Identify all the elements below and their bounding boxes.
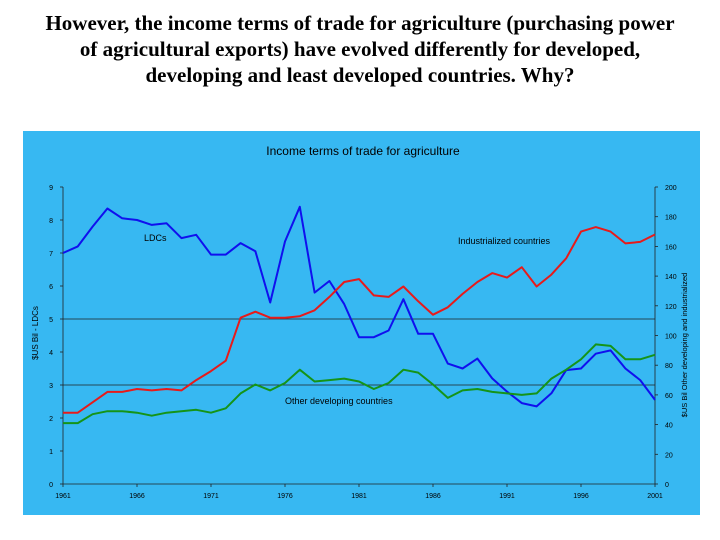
y-left-tick-label: 9 — [49, 185, 53, 192]
x-tick-label: 1971 — [203, 493, 219, 500]
y-left-tick-label: 5 — [49, 317, 53, 324]
x-tick-label: 1986 — [425, 493, 441, 500]
x-tick-label: 1966 — [129, 493, 145, 500]
y-right-tick-label: 160 — [665, 244, 677, 251]
y-right-tick-label: 80 — [665, 363, 673, 370]
y-left-tick-label: 8 — [49, 218, 53, 225]
y-right-tick-label: 140 — [665, 274, 677, 281]
y-left-tick-label: 0 — [49, 482, 53, 489]
chart-panel: Income terms of trade for agriculture $U… — [23, 131, 700, 515]
y-right-tick-label: 0 — [665, 482, 669, 489]
y-right-tick-label: 40 — [665, 423, 673, 430]
y-right-tick-label: 200 — [665, 185, 677, 192]
y-axis-label-right: $US Bil Other developing and industriali… — [680, 273, 689, 418]
y-right-tick-label: 60 — [665, 393, 673, 400]
y-left-tick-label: 7 — [49, 251, 53, 258]
x-tick-label: 1981 — [351, 493, 367, 500]
y-right-tick-label: 120 — [665, 304, 677, 311]
series-line-industrialized-countries — [63, 226, 656, 414]
x-tick-label: 1996 — [573, 493, 589, 500]
x-tick-label: 1961 — [55, 493, 71, 500]
y-axis-label-left: $US Bil - LDCs — [31, 306, 40, 360]
series-line-other-developing-countries — [63, 343, 656, 425]
y-right-tick-label: 100 — [665, 334, 677, 341]
y-right-tick-label: 180 — [665, 215, 677, 222]
y-left-tick-label: 1 — [49, 449, 53, 456]
series-label-1: Industrialized countries — [458, 236, 551, 246]
x-tick-label: 1991 — [499, 493, 515, 500]
y-left-tick-label: 6 — [49, 284, 53, 291]
y-left-tick-label: 4 — [49, 350, 53, 357]
chart-title: Income terms of trade for agriculture — [266, 144, 460, 158]
series-line-ldcs — [62, 205, 656, 408]
line-chart: Income terms of trade for agriculture $U… — [31, 144, 689, 500]
series-label-2: Other developing countries — [285, 396, 393, 406]
slide-title: However, the income terms of trade for a… — [45, 11, 675, 87]
y-left-tick-label: 3 — [49, 383, 53, 390]
y-left-tick-label: 2 — [49, 416, 53, 423]
y-right-tick-label: 20 — [665, 452, 673, 459]
series-label-0: LDCs — [144, 233, 167, 243]
x-tick-label: 2001 — [647, 493, 663, 500]
x-tick-label: 1976 — [277, 493, 293, 500]
